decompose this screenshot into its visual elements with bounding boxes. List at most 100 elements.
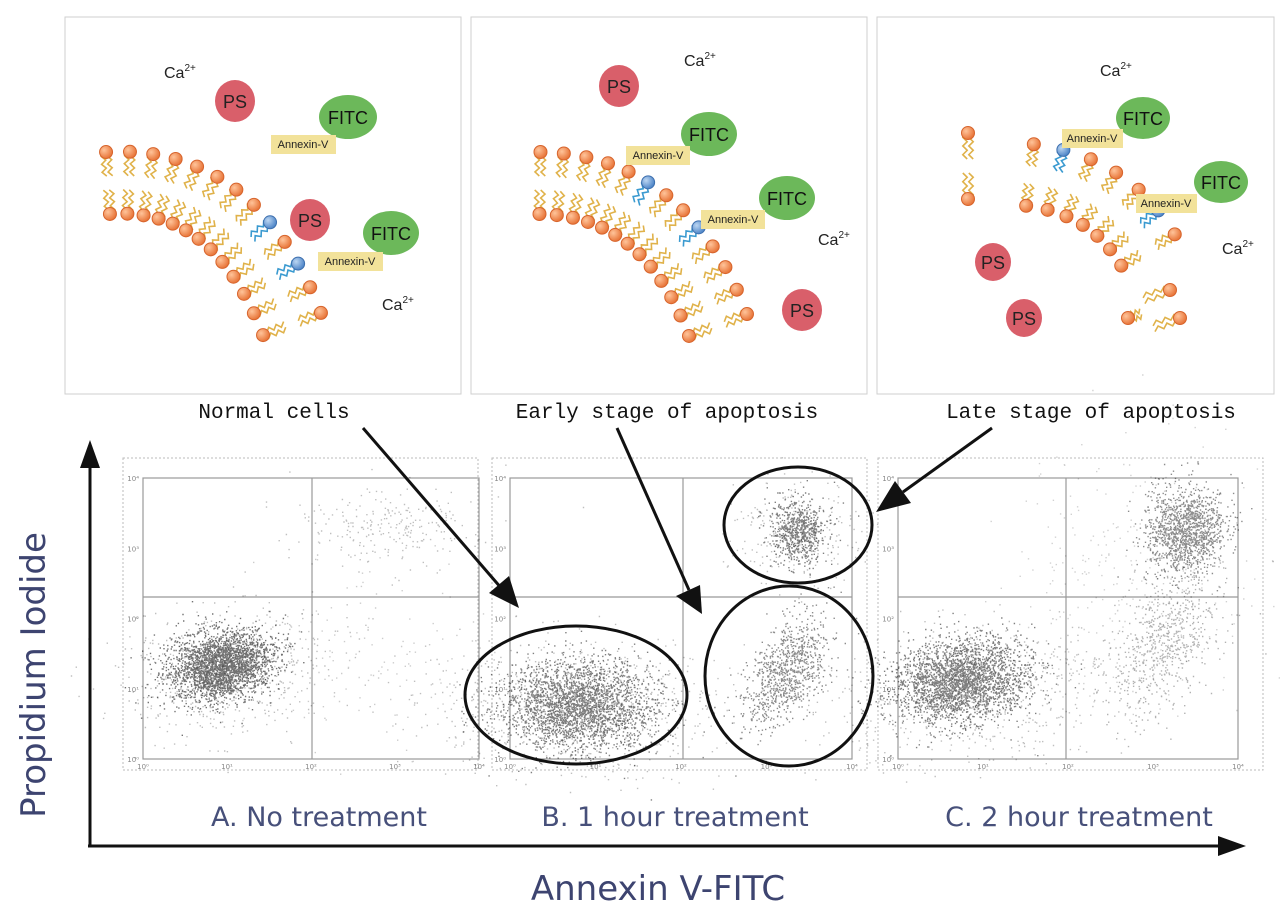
annexin-box <box>1062 129 1123 148</box>
x-tick-label: 10³ <box>761 763 773 771</box>
lipid-head <box>1121 311 1135 325</box>
event-cloud <box>852 612 1083 757</box>
main-axes <box>80 440 1246 856</box>
fitc-molecule: FITC <box>363 211 419 255</box>
lipid-head <box>1103 242 1118 257</box>
ps-circle <box>290 199 330 241</box>
fitc-label: FITC <box>1123 109 1163 129</box>
ps-molecule: PS <box>975 243 1011 281</box>
panel-frame <box>876 16 1275 395</box>
annexin-tag: Annexin-V <box>318 252 383 271</box>
plot-label-b: B. 1 hour treatment <box>541 802 808 833</box>
annexin-box <box>271 135 336 154</box>
lipid-head <box>122 144 137 159</box>
ps-molecule: PS <box>782 289 822 331</box>
lipid-head <box>961 126 975 140</box>
y-tick-label: 10³ <box>494 545 506 553</box>
lipid-head <box>178 223 193 238</box>
fitc-ellipse <box>1194 161 1248 203</box>
lipid-head <box>226 269 241 284</box>
lipid-head <box>620 236 635 251</box>
ps-label: PS <box>790 301 814 321</box>
lipid-head <box>1083 152 1098 167</box>
lipid-head <box>168 152 183 167</box>
lipid-head <box>136 208 151 223</box>
fitc-ellipse <box>319 95 377 139</box>
y-tick-label: 10⁰ <box>127 756 139 764</box>
lipid-head <box>229 182 244 197</box>
lipid-head <box>303 280 318 295</box>
lipid-head <box>1173 311 1187 325</box>
calcium-label: Ca2+ <box>382 295 414 314</box>
x-tick-label: 10⁴ <box>473 763 485 771</box>
calcium-label: Ca2+ <box>684 51 716 70</box>
lipid-head <box>1167 227 1182 242</box>
x-tick-label: 10² <box>305 763 317 771</box>
event-cloud <box>985 374 1280 747</box>
arrow-normal-line <box>361 427 504 590</box>
lipid-head <box>595 220 610 235</box>
x-tick-label: 10³ <box>1147 763 1159 771</box>
annexin-label: Annexin-V <box>633 150 684 162</box>
lipid-head <box>556 146 571 161</box>
y-tick-label: 10⁴ <box>882 475 894 483</box>
annexin-box <box>626 146 690 165</box>
lipid-head <box>601 156 616 171</box>
fitc-molecule: FITC <box>759 176 815 220</box>
lipid-head <box>102 206 117 221</box>
lipid-head <box>1059 209 1074 224</box>
lipid-head <box>190 159 205 174</box>
x-tick-label: 10⁰ <box>137 763 149 771</box>
ps-circle <box>975 243 1011 281</box>
lipid-head <box>549 208 564 223</box>
annexin-label: Annexin-V <box>325 256 376 268</box>
fitc-ellipse <box>363 211 419 255</box>
lipid-head <box>191 231 206 246</box>
ps-molecule: PS <box>215 80 255 122</box>
panel-early: PS PS FITC Annexin-V FITC Annexin-V Ca2+… <box>470 16 868 395</box>
fitc-ellipse <box>681 112 737 156</box>
arrow-early-head <box>676 585 702 614</box>
annexin-label: Annexin-V <box>1067 133 1118 145</box>
ps-label: PS <box>1012 309 1036 329</box>
fitc-label: FITC <box>767 189 807 209</box>
lipid-head <box>532 206 547 221</box>
fitc-molecule: FITC <box>319 95 377 139</box>
ps-label: PS <box>981 253 1005 273</box>
annexin-label: Annexin-V <box>278 139 329 151</box>
lipid-head <box>99 145 114 160</box>
annexin-label: Annexin-V <box>708 214 759 226</box>
fitc-label: FITC <box>689 125 729 145</box>
ps-label: PS <box>298 211 322 231</box>
lipid-head <box>533 145 548 160</box>
calcium-label: Ca2+ <box>164 63 196 82</box>
panel-normal: PS PS FITC Annexin-V FITC Annexin-V Ca2+… <box>64 16 462 395</box>
lipid-head <box>146 147 161 162</box>
ps-head <box>291 256 306 271</box>
panel-late: PS PS FITC Annexin-V FITC Annexin-V Ca2+… <box>876 16 1275 395</box>
lipid-head <box>1019 198 1034 213</box>
ps-label: PS <box>607 77 631 97</box>
late-apoptotic-circle <box>722 465 874 585</box>
lipid-head <box>203 242 218 257</box>
lipid-head <box>1114 258 1129 273</box>
ps-circle <box>215 80 255 122</box>
x-tick-label: 10¹ <box>221 763 233 771</box>
y-tick-label: 10² <box>882 616 894 624</box>
caption-normal-cells: Normal cells <box>198 402 349 425</box>
lipid-head <box>1090 228 1105 243</box>
y-tick-label: 10⁴ <box>127 475 139 483</box>
lipid-head <box>1026 137 1041 152</box>
lipid-head <box>1163 283 1177 297</box>
x-tick-label: 10² <box>675 763 687 771</box>
fitc-ellipse <box>1116 97 1170 139</box>
ps-circle <box>782 289 822 331</box>
lipid-head <box>739 307 754 322</box>
lipid-head <box>673 308 688 323</box>
annotation-overlay <box>361 426 993 768</box>
annexin-tag: Annexin-V <box>1062 129 1123 148</box>
lipid-head <box>277 234 292 249</box>
event-cloud <box>124 601 305 736</box>
x-tick-label: 10¹ <box>977 763 989 771</box>
flow-cytometry-plots: 10⁰10⁰10¹10¹10²10²10³10³10⁴10⁴10⁰10⁰10¹1… <box>70 374 1280 801</box>
